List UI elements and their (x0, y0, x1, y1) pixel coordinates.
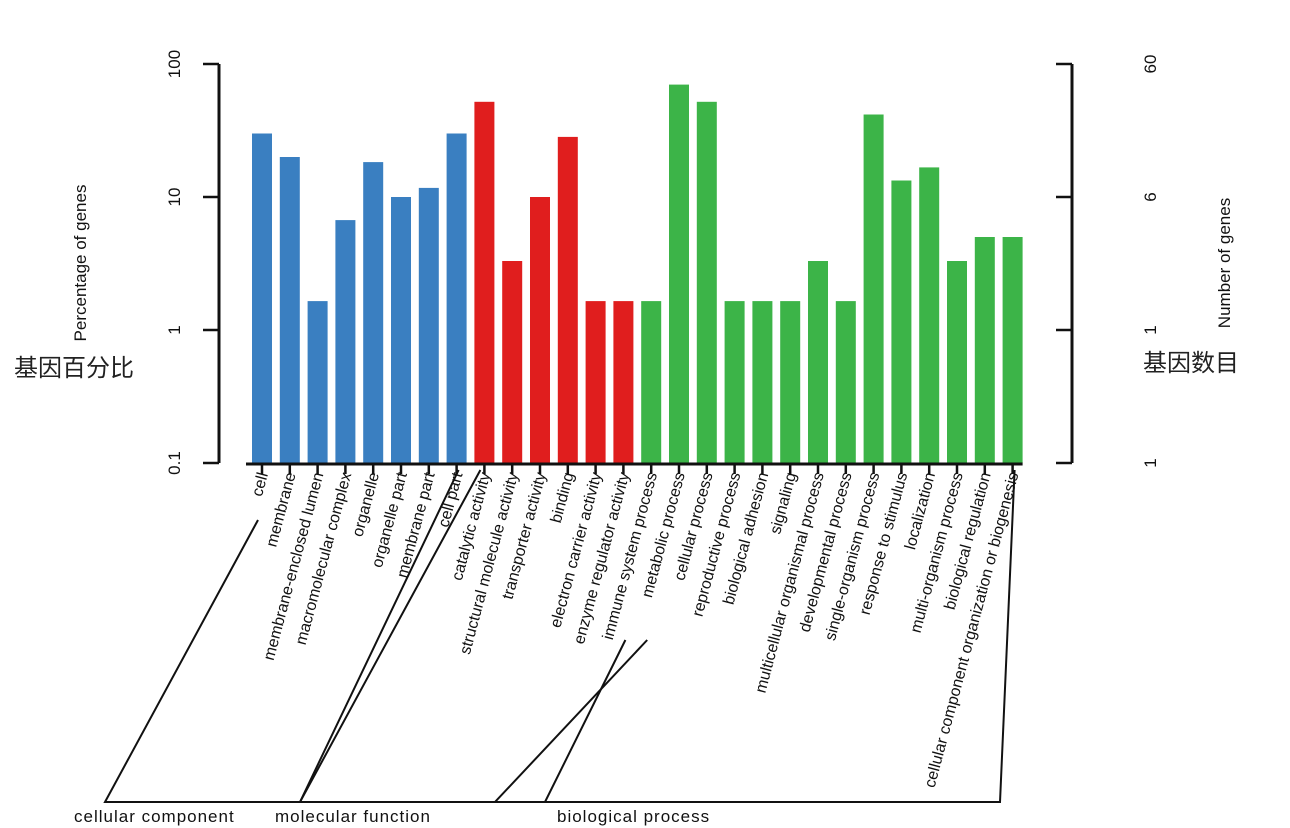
bar-biological-adhesion (752, 301, 773, 463)
group-label-biological-process: biological process (557, 807, 710, 826)
bar-cellular-component-organization-or-biogenesis (1002, 237, 1023, 463)
bar-reproductive-process (724, 301, 745, 463)
bars (252, 84, 1023, 464)
bar-membrane-part (418, 187, 439, 463)
group-bracket-cellular-component (103, 469, 460, 803)
group-label-molecular-function: molecular function (275, 807, 431, 826)
left-tick-label: 1 (165, 325, 184, 334)
bar-response-to-stimulus (891, 180, 912, 463)
bar-catalytic-activity (474, 101, 495, 464)
left-tick-label: 10 (165, 188, 184, 207)
bar-organelle-part (391, 197, 411, 463)
group-bracket-molecular-function (298, 469, 627, 803)
left-axis-title: Percentage of genes (71, 185, 90, 342)
bar-biological-regulation (974, 237, 995, 463)
bar-macromolecular-complex (335, 220, 356, 463)
bar-signaling (780, 301, 801, 463)
right-tick-label: 1 (1141, 458, 1160, 467)
category-label: signaling (767, 471, 800, 536)
bar-enzyme-regulator-activity (613, 301, 634, 463)
bar-binding (557, 136, 578, 463)
bar-localization (919, 167, 940, 463)
category-label: cell (249, 471, 272, 499)
x-axis (246, 462, 1023, 474)
bar-structural-molecule-activity (502, 261, 523, 463)
group-bracket-biological-process (492, 469, 1016, 803)
left-tick-label: 100 (165, 50, 184, 78)
right-axis-chinese-label: 基因数目 (1143, 349, 1239, 377)
right-axis-title: Number of genes (1215, 198, 1234, 328)
bar-electron-carrier-activity (585, 301, 606, 463)
left-tick-label: 0.1 (165, 451, 184, 475)
bar-metabolic-process (669, 84, 689, 463)
bar-organelle (363, 162, 384, 463)
bar-single-organism-process (863, 114, 884, 463)
category-label: cell part (436, 470, 467, 529)
left-axis-chinese-label: 基因百分比 (14, 354, 134, 382)
right-tick-label: 6 (1141, 192, 1160, 201)
bar-multicellular-organismal-process (808, 261, 828, 463)
bar-membrane-enclosed-lumen (307, 301, 328, 463)
group-labels: cellular component molecular function biol… (74, 807, 710, 826)
bar-cellular-process (696, 101, 717, 464)
bar-cell (252, 133, 272, 463)
right-tick-label: 60 (1141, 55, 1160, 74)
bar-developmental-process (835, 301, 856, 463)
category-label: binding (548, 471, 578, 525)
left-y-ticks: 100 10 1 0.1 (165, 50, 219, 475)
group-label-cellular-component: cellular component (74, 807, 235, 826)
bar-transporter-activity (530, 197, 550, 463)
bar-multi-organism-process (947, 261, 967, 463)
right-tick-label: 1 (1141, 325, 1160, 334)
bar-cell-part (446, 133, 467, 463)
bar-membrane (279, 157, 300, 463)
bar-immune-system-process (641, 301, 662, 463)
right-y-ticks: 60 6 1 1 (1056, 55, 1160, 468)
group-brackets (103, 469, 1016, 803)
